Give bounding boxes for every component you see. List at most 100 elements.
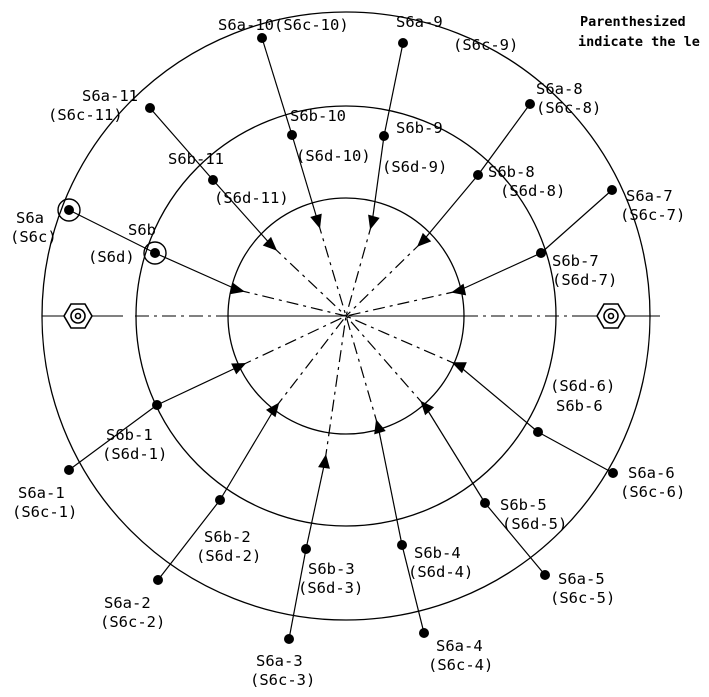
radial-inner-6a-1: [239, 315, 347, 367]
hex-bolt-left-icon: [63, 303, 93, 329]
label-s6c-5: (S6c-5): [550, 589, 615, 607]
radial-outer-6a-3: [288, 548, 307, 640]
label-s6d-6: (S6d-6): [550, 377, 615, 395]
label-s6a-7: S6a-7: [626, 187, 673, 205]
radial-mid-6a-2: [219, 407, 276, 501]
point-s6a-3: [284, 634, 294, 644]
point-s6b-4: [397, 540, 407, 550]
radial-outer-6a: [68, 209, 156, 254]
radial-inner-6a-3: [324, 315, 347, 462]
point-s6b: [150, 248, 160, 258]
label-s6b-10: S6b-10: [290, 107, 346, 125]
arrow-6a-2: [265, 402, 280, 418]
label-s6c-8: (S6c-8): [536, 99, 601, 117]
label-s6b-4: S6b-4: [414, 544, 461, 562]
label-s6d-2: (S6d-2): [196, 547, 261, 565]
label-s6b-5: S6b-5: [500, 496, 547, 514]
radial-outer-6a-9: [383, 42, 404, 137]
label-s6d-9: (S6d-9): [382, 158, 447, 176]
label-s6d-5: (S6d-5): [502, 515, 567, 533]
point-s6b-2: [215, 495, 225, 505]
point-s6a-1: [64, 465, 74, 475]
arrow-6a-5: [420, 400, 435, 416]
label-s6b-6: S6b-6: [556, 397, 603, 415]
radial-outer-6a-7: [540, 189, 613, 254]
label-s6b-11: S6b-11: [168, 150, 224, 168]
label-s6d: (S6d): [88, 248, 135, 266]
point-s6b-6: [533, 427, 543, 437]
circled-point-s6a: [57, 198, 81, 222]
arrow-6a-1: [231, 363, 247, 375]
label-s6a-3: S6a-3: [256, 652, 303, 670]
circled-point-s6b: [143, 241, 167, 265]
point-s6b-9: [379, 131, 389, 141]
radial-inner-6a-2: [274, 315, 347, 409]
label-s6c-6: (S6c-6): [620, 483, 685, 501]
radial-inner-6a-6: [345, 315, 459, 366]
point-s6a-4: [419, 628, 429, 638]
direction-arrows: [229, 213, 467, 469]
label-s6c-2: (S6c-2): [100, 613, 165, 631]
radial-outer-6a-8: [477, 103, 531, 176]
radial-inner-6a-5: [345, 315, 426, 407]
label-s6b: S6b: [128, 221, 156, 239]
radial-mid-6a-10: [291, 134, 319, 223]
radial-mid-6a-3: [305, 460, 326, 550]
radial-mid-6a-9: [371, 135, 385, 224]
label-s6c-11: (S6c-11): [48, 106, 123, 124]
radial-mid-6a-4: [377, 425, 403, 546]
label-s6c: (S6c): [10, 228, 57, 246]
radial-mid-6a-6: [457, 364, 539, 433]
label-s6b-8: S6b-8: [488, 163, 535, 181]
radial-outer-6a-1: [68, 404, 158, 471]
label-s6a: S6a: [16, 209, 44, 227]
radial-lines: [68, 37, 614, 640]
label-s6c-7: (S6c-7): [620, 206, 685, 224]
label-s6d-10: (S6d-10): [296, 147, 371, 165]
label-s6a-6: S6a-6: [628, 464, 675, 482]
radial-outer-6a-5: [484, 502, 546, 576]
radial-inner-6a-4: [345, 315, 379, 427]
radial-mid-6a-7: [457, 252, 542, 292]
arrow-6a-7: [451, 283, 467, 296]
arrow-6a-3: [318, 454, 330, 469]
label-s6d-7: (S6d-7): [552, 271, 617, 289]
arrow-6a-4: [374, 419, 386, 435]
radial-outer-6a-6: [537, 431, 614, 474]
arrow-6a-11: [262, 236, 278, 251]
radial-inner-6a-10: [317, 221, 347, 317]
arrow-6a-10: [310, 213, 322, 229]
point-s6a-5: [540, 570, 550, 580]
radial-inner-6a-7: [345, 290, 459, 317]
label-s6b-1: S6b-1: [106, 426, 153, 444]
radial-outer-6a-2: [157, 499, 221, 581]
radial-inner-6a: [237, 289, 347, 317]
label-s6d-8: (S6d-8): [500, 182, 565, 200]
label-s6d-11: (S6d-11): [214, 189, 289, 207]
point-s6b-1: [152, 400, 162, 410]
label-s6b-7: S6b-7: [552, 252, 599, 270]
label-s6a-11: S6a-11: [82, 87, 138, 105]
arrow-6a-8: [416, 232, 432, 247]
hex-bolt-right-icon: [596, 303, 626, 329]
label-s6d-3: (S6d-3): [298, 579, 363, 597]
point-s6b-11: [208, 175, 218, 185]
label-s6c-4: (S6c-4): [428, 656, 493, 674]
label-s6a-9: S6a-9: [396, 13, 443, 31]
radial-outer-6a-10: [261, 37, 293, 136]
radial-inner-6a-8: [345, 241, 423, 317]
label-s6b-3: S6b-3: [308, 560, 355, 578]
label-s6a-4: S6a-4: [436, 637, 483, 655]
label-s6d-1: (S6d-1): [102, 445, 167, 463]
point-s6a-7: [607, 185, 617, 195]
point-s6a-11: [145, 103, 155, 113]
label-s6a-5: S6a-5: [558, 570, 605, 588]
radial-outer-6a-11: [149, 107, 214, 181]
arrow-6a-9: [368, 214, 380, 230]
point-s6b-3: [301, 544, 311, 554]
radial-mid-6a-11: [212, 179, 273, 247]
point-s6b-8: [473, 170, 483, 180]
label-s6a-1: S6a-1: [18, 484, 65, 502]
